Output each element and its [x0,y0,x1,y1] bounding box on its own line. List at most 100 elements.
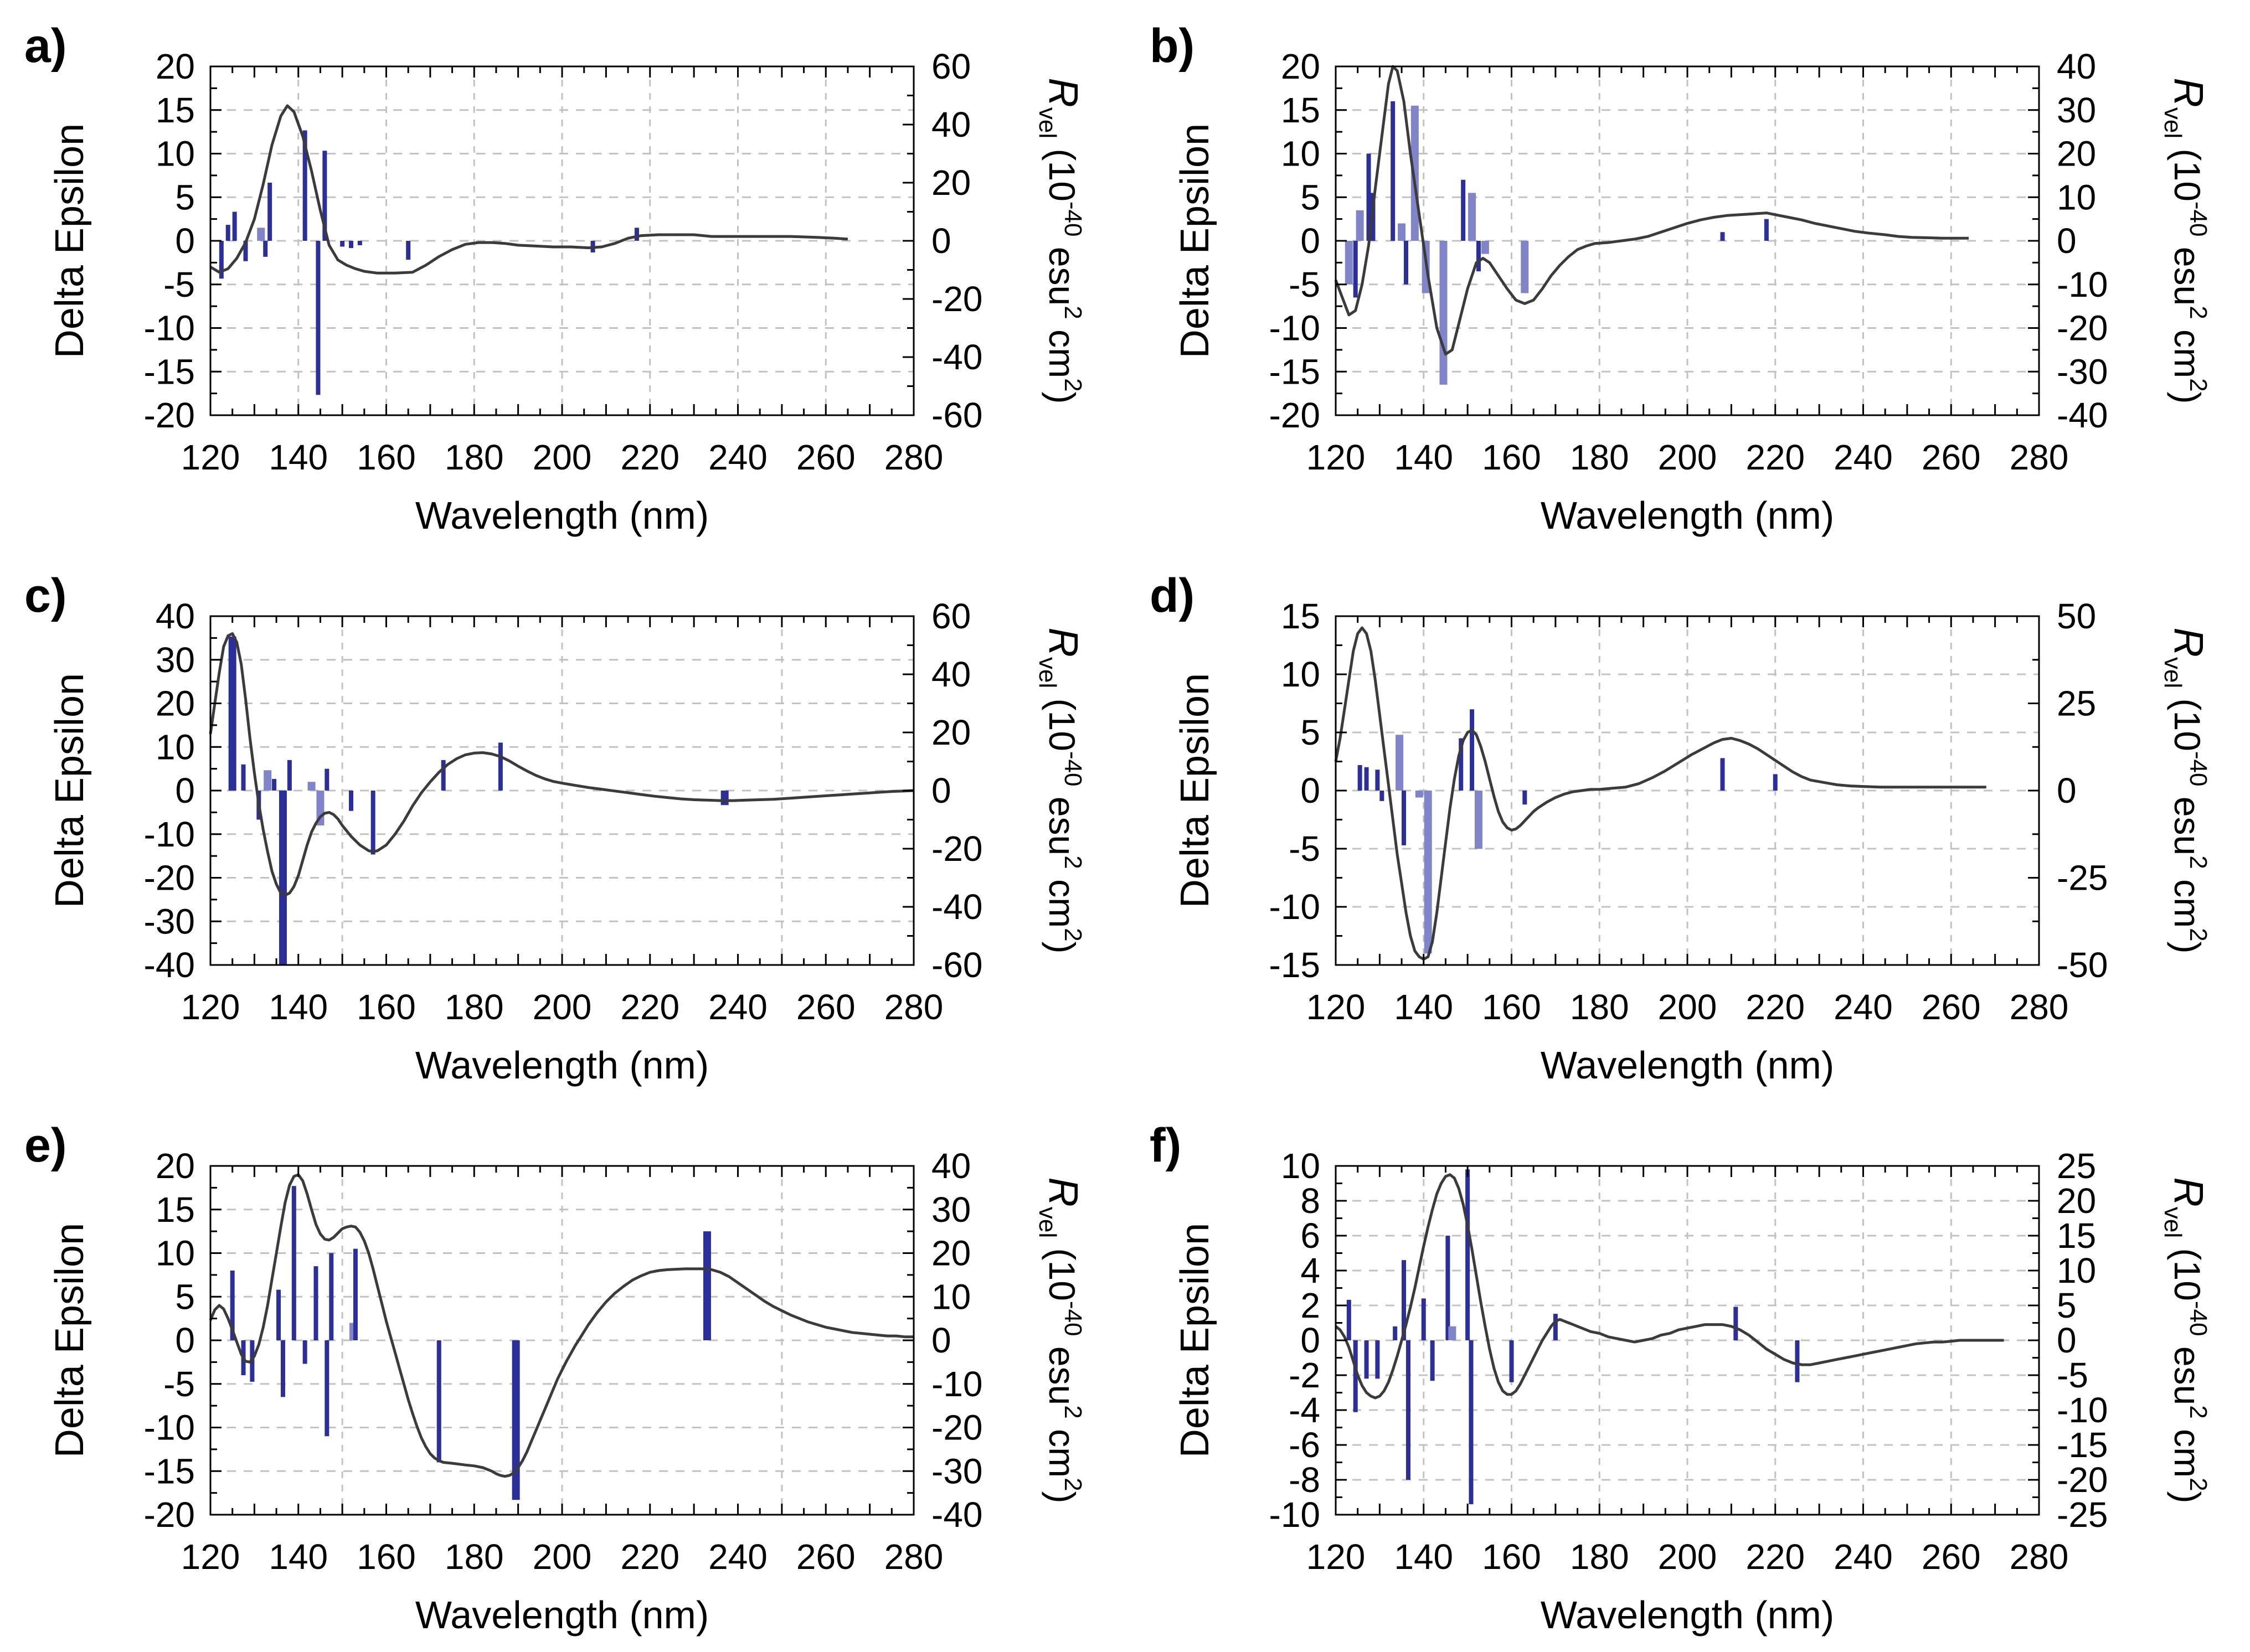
right-tick-label: -20 [931,829,983,869]
right-tick-label: 0 [2057,771,2077,810]
right-axis-title: Rvel (10-40 esu2 cm2) [2159,78,2212,404]
x-tick-label: 200 [1658,437,1717,477]
right-tick-label: -20 [2057,308,2108,348]
x-tick-label: 200 [533,1537,592,1577]
x-tick-label: 240 [1834,1537,1893,1577]
right-tick-label: -10 [2057,265,2108,304]
x-tick-label: 260 [1922,987,1981,1027]
right-tick-label: -60 [931,395,983,435]
right-tick-label: -25 [2057,858,2108,898]
right-tick-label: 0 [931,771,951,810]
panel-letter: e) [24,1119,66,1172]
right-tick-label: -5 [2057,1355,2088,1395]
right-tick-label: -10 [2057,1390,2108,1430]
left-tick-label: -5 [163,265,195,304]
left-tick-label: -6 [1289,1425,1320,1465]
x-tick-label: 240 [708,437,768,477]
right-tick-label: 0 [2057,221,2077,261]
left-tick-label: -15 [144,352,195,391]
x-tick-label: 280 [884,987,944,1027]
x-tick-label: 220 [1746,1537,1805,1577]
plot-border [1335,1165,2040,1516]
right-tick-label: -40 [931,337,983,377]
cd-curve [209,1173,914,1478]
right-tick-label: 15 [2057,1216,2096,1256]
right-tick-label: 20 [931,1233,971,1273]
right-tick-label: 40 [931,1146,971,1186]
panel-letter: f) [1150,1119,1181,1172]
left-tick-label: 0 [1300,1320,1320,1360]
x-tick-label: 240 [1834,987,1893,1027]
right-tick-label: -10 [931,1364,983,1404]
panel-b: -20 -15 -10 -5 0 5 10 15 20 -40 -30 -20 -10 0 10 20 30 40… [1125,0,2250,550]
left-tick-label: 5 [1300,177,1320,217]
x-tick-label: 140 [1394,437,1453,477]
x-tick-label: 280 [884,1537,944,1577]
left-tick-label: -20 [144,395,195,435]
right-tick-label: 10 [2057,177,2096,217]
left-tick-label: 20 [156,1146,195,1186]
cd-curve [209,632,914,897]
x-axis-title: Wavelength (nm) [1541,1593,1834,1636]
panel-d: -15 -10 -5 0 5 10 15 -50 -25 0 25 50 120 140 160 180 200… [1125,550,2250,1099]
left-tick-label: 0 [1300,771,1320,810]
x-tick-label: 180 [1570,437,1629,477]
x-tick-label: 160 [1482,1537,1541,1577]
left-tick-label: 10 [1281,1146,1320,1186]
x-tick-label: 240 [708,987,768,1027]
x-tick-label: 140 [1394,1537,1453,1577]
left-tick-label: 5 [175,177,195,217]
right-tick-label: -15 [2057,1425,2108,1465]
left-axis-title: Delta Epsilon [48,673,92,908]
panel-plot: -20-15-10-505101520-40-30-20-10010203040… [24,1119,1087,1636]
x-tick-label: 200 [1658,987,1717,1027]
panel-letter: d) [1150,569,1194,622]
left-tick-label: -15 [1269,945,1321,985]
left-tick-label: -4 [1289,1390,1320,1430]
left-tick-label: 2 [1300,1286,1320,1325]
left-tick-label: -10 [144,308,195,348]
x-tick-label: 220 [620,987,679,1027]
x-axis-title: Wavelength (nm) [415,1593,709,1636]
left-tick-label: -40 [144,945,195,985]
x-tick-label: 180 [445,437,504,477]
left-tick-label: -2 [1289,1355,1320,1395]
x-tick-label: 120 [1306,437,1366,477]
right-axis-title: Rvel (10-40 esu2 cm2) [1034,78,1087,404]
left-tick-label: -10 [1269,1495,1321,1535]
right-tick-label: 0 [931,221,951,261]
right-tick-label: 5 [2057,1286,2077,1325]
right-tick-label: -40 [931,1495,983,1535]
left-tick-label: -20 [1269,395,1321,435]
panel-plot: -20-15-10-505101520-40-30-20-10010203040… [1150,19,2212,537]
x-tick-label: 160 [357,437,416,477]
x-tick-label: 120 [181,1537,240,1577]
x-tick-label: 200 [1658,1537,1717,1577]
x-tick-label: 220 [1746,437,1805,477]
left-tick-label: 0 [175,1320,195,1360]
x-tick-label: 240 [1834,437,1893,477]
left-tick-label: 20 [156,47,195,86]
left-tick-label: 20 [156,684,195,724]
left-tick-label: -20 [144,1495,195,1535]
right-tick-label: -20 [931,1408,983,1448]
panel-letter: b) [1150,19,1194,73]
left-tick-label: -5 [163,1364,195,1404]
left-tick-label: 5 [1300,713,1320,752]
x-tick-label: 280 [884,437,944,477]
x-tick-label: 260 [796,437,856,477]
left-tick-label: 40 [156,596,195,636]
left-tick-label: -10 [1269,308,1321,348]
right-tick-label: 25 [2057,684,2096,724]
x-tick-label: 220 [620,437,679,477]
x-tick-label: 280 [2010,1537,2069,1577]
left-tick-label: 5 [175,1277,195,1317]
right-axis-title: Rvel (10-40 esu2 cm2) [1034,627,1087,953]
right-tick-label: 40 [931,654,971,694]
x-tick-label: 140 [269,437,328,477]
left-tick-label: 15 [1281,90,1320,130]
right-tick-label: 20 [931,163,971,203]
left-tick-label: -5 [1289,829,1320,869]
